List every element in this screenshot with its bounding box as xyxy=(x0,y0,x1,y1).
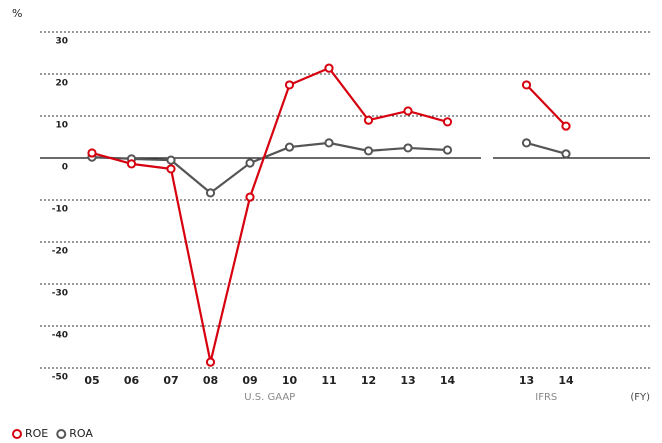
legend-label: ROA xyxy=(69,427,93,440)
x-tick-label: 08 xyxy=(203,374,218,387)
data-point xyxy=(324,138,334,148)
x-tick-label: 06 xyxy=(124,374,140,387)
x-tick-label: 11 xyxy=(321,374,336,387)
legend-marker xyxy=(12,429,22,439)
data-point xyxy=(561,121,571,131)
x-tick-label: 13 xyxy=(519,374,534,387)
y-tick-label: 20 xyxy=(55,79,68,89)
data-point xyxy=(521,80,532,90)
x-tick-label: 10 xyxy=(282,374,298,387)
y-tick-label: 0 xyxy=(62,163,68,173)
data-point xyxy=(403,143,413,153)
data-point xyxy=(245,158,255,168)
data-point xyxy=(245,192,255,202)
data-point xyxy=(284,80,295,90)
data-point xyxy=(205,357,216,367)
data-point xyxy=(324,63,334,73)
data-point xyxy=(284,142,295,152)
x-tick-label: 14 xyxy=(558,374,574,387)
x-axis-label: (FY) xyxy=(630,392,650,403)
data-point xyxy=(363,146,374,156)
y-tick-label: -40 xyxy=(52,331,68,341)
y-tick-label: 10 xyxy=(55,121,68,131)
data-point xyxy=(87,148,97,158)
x-tick-label: 09 xyxy=(242,374,257,387)
series-line xyxy=(91,66,567,363)
data-point xyxy=(205,188,216,198)
x-tick-label: 13 xyxy=(400,374,415,387)
y-tick-label: -20 xyxy=(52,247,68,257)
data-point xyxy=(442,145,453,155)
x-tick-label: 14 xyxy=(440,374,456,387)
group-label: U.S. GAAP xyxy=(244,392,295,403)
y-tick-label: -10 xyxy=(52,205,68,215)
series-line xyxy=(91,141,567,195)
x-tick-label: 07 xyxy=(163,374,178,387)
data-point xyxy=(442,117,453,127)
y-tick-label: 30 xyxy=(55,37,68,47)
x-tick-label: 12 xyxy=(361,374,376,387)
y-axis-label: % xyxy=(12,7,22,20)
data-point xyxy=(166,164,176,174)
data-point xyxy=(126,159,137,169)
data-point xyxy=(363,115,374,125)
data-point xyxy=(561,149,571,159)
group-label: IFRS xyxy=(535,392,557,403)
legend-marker xyxy=(56,429,67,439)
data-point xyxy=(403,106,413,116)
y-tick-label: -50 xyxy=(52,373,68,383)
data-point xyxy=(166,155,176,165)
legend-label: ROE xyxy=(25,427,48,440)
data-point xyxy=(521,138,532,148)
x-tick-label: 05 xyxy=(84,374,99,387)
y-tick-label: -30 xyxy=(52,289,68,299)
